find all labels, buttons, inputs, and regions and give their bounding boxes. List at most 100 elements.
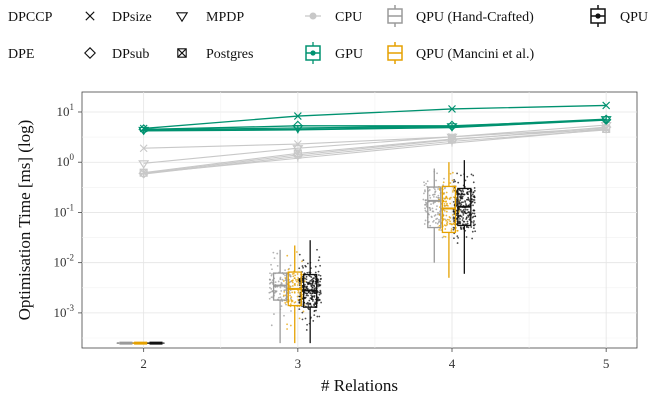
jitter-point bbox=[317, 270, 320, 273]
jitter-point bbox=[466, 191, 469, 194]
x-tick-label: 4 bbox=[449, 356, 456, 371]
jitter-point bbox=[461, 189, 464, 192]
jitter-point bbox=[448, 218, 450, 221]
jitter-point bbox=[284, 274, 286, 277]
jitter-point bbox=[461, 193, 464, 196]
jitter-point bbox=[423, 192, 425, 195]
legend-point-key bbox=[309, 12, 317, 20]
jitter-point bbox=[445, 191, 448, 194]
jitter-point bbox=[473, 189, 476, 192]
jitter-point bbox=[424, 189, 426, 192]
jitter-point bbox=[295, 279, 297, 281]
jitter-point bbox=[472, 174, 475, 177]
jitter-point bbox=[297, 291, 300, 294]
jitter-point bbox=[473, 187, 476, 189]
y-tick-exponent: -3 bbox=[67, 303, 75, 313]
jitter-point bbox=[270, 288, 273, 290]
jitter-point bbox=[268, 278, 271, 281]
jitter-point bbox=[298, 284, 301, 286]
y-tick-label: 10-3 bbox=[54, 303, 75, 320]
jitter-point bbox=[282, 273, 285, 276]
jitter-point bbox=[472, 215, 475, 218]
jitter-point bbox=[301, 279, 304, 282]
jitter-point bbox=[435, 179, 437, 182]
triangle-down-marker bbox=[292, 145, 304, 154]
x-marker bbox=[139, 144, 148, 153]
jitter-point bbox=[459, 218, 461, 220]
legend-label: QPU (Hand-Crafted) bbox=[416, 10, 534, 25]
jitter-point bbox=[467, 215, 470, 218]
legend-item-dpccp: DPCCP bbox=[8, 10, 53, 25]
series-line bbox=[143, 119, 607, 132]
jitter-point bbox=[318, 256, 321, 259]
jitter-point bbox=[289, 292, 291, 294]
series-line bbox=[143, 119, 607, 131]
jitter-point bbox=[444, 228, 447, 230]
jitter-point bbox=[306, 283, 309, 285]
jitter-point bbox=[473, 220, 475, 222]
jitter-point bbox=[452, 228, 455, 231]
jitter-point bbox=[449, 182, 452, 184]
jitter-point bbox=[304, 277, 306, 280]
jitter-point bbox=[271, 273, 273, 275]
jitter-point bbox=[465, 236, 468, 238]
jitter-point bbox=[306, 271, 309, 274]
jitter-point bbox=[444, 235, 447, 238]
x-marker bbox=[85, 11, 95, 21]
jitter-point bbox=[290, 279, 293, 282]
jitter-point bbox=[446, 197, 449, 200]
jitter-point bbox=[282, 280, 285, 282]
jitter-point bbox=[428, 213, 430, 216]
boxplot-qpu-mancini-et-al--3 bbox=[287, 245, 302, 344]
jitter-point bbox=[280, 281, 283, 284]
jitter-point bbox=[432, 219, 435, 222]
jitter-point bbox=[268, 297, 271, 300]
jitter-point bbox=[445, 195, 448, 198]
jitter-point bbox=[452, 200, 455, 203]
jitter-point bbox=[318, 291, 321, 294]
legend-label: QPU bbox=[620, 10, 648, 25]
jitter-point bbox=[316, 248, 318, 251]
y-tick-base: 10 bbox=[54, 204, 67, 219]
jitter-point bbox=[462, 201, 464, 204]
jitter-point bbox=[464, 203, 467, 205]
jitter-point bbox=[301, 275, 304, 278]
jitter-point bbox=[283, 294, 285, 297]
jitter-point bbox=[434, 222, 437, 224]
jitter-point bbox=[269, 281, 272, 284]
jitter-point bbox=[422, 198, 425, 201]
jitter-point bbox=[283, 291, 286, 293]
jitter-point bbox=[317, 274, 320, 276]
jitter-point bbox=[438, 224, 441, 227]
jitter-point bbox=[295, 251, 298, 253]
jitter-point bbox=[294, 301, 297, 303]
jitter-point bbox=[452, 218, 455, 220]
jitter-point bbox=[432, 210, 435, 213]
jitter-point bbox=[424, 209, 427, 212]
jitter-point bbox=[461, 219, 464, 221]
jitter-point bbox=[432, 195, 435, 198]
diamond-marker bbox=[138, 124, 149, 135]
jitter-point bbox=[435, 196, 438, 199]
jitter-point bbox=[472, 221, 475, 224]
jitter-point bbox=[449, 172, 452, 175]
jitter-point bbox=[462, 213, 465, 216]
jitter-point bbox=[474, 230, 477, 233]
jitter-point bbox=[466, 211, 469, 214]
jitter-point bbox=[471, 193, 474, 196]
jitter-point bbox=[437, 188, 439, 190]
jitter-point bbox=[301, 311, 304, 314]
square-x-marker bbox=[602, 124, 611, 133]
jitter-point bbox=[283, 314, 285, 317]
jitter-point bbox=[471, 212, 474, 215]
jitter-point bbox=[311, 300, 314, 302]
jitter-point bbox=[305, 294, 308, 297]
jitter-point bbox=[429, 209, 432, 212]
jitter-point bbox=[424, 207, 426, 210]
jitter-point bbox=[471, 237, 474, 240]
jitter-point bbox=[297, 276, 300, 279]
jitter-point bbox=[460, 215, 463, 218]
jitter-point bbox=[311, 286, 314, 289]
jitter-point bbox=[306, 301, 309, 304]
jitter-point bbox=[306, 262, 309, 265]
